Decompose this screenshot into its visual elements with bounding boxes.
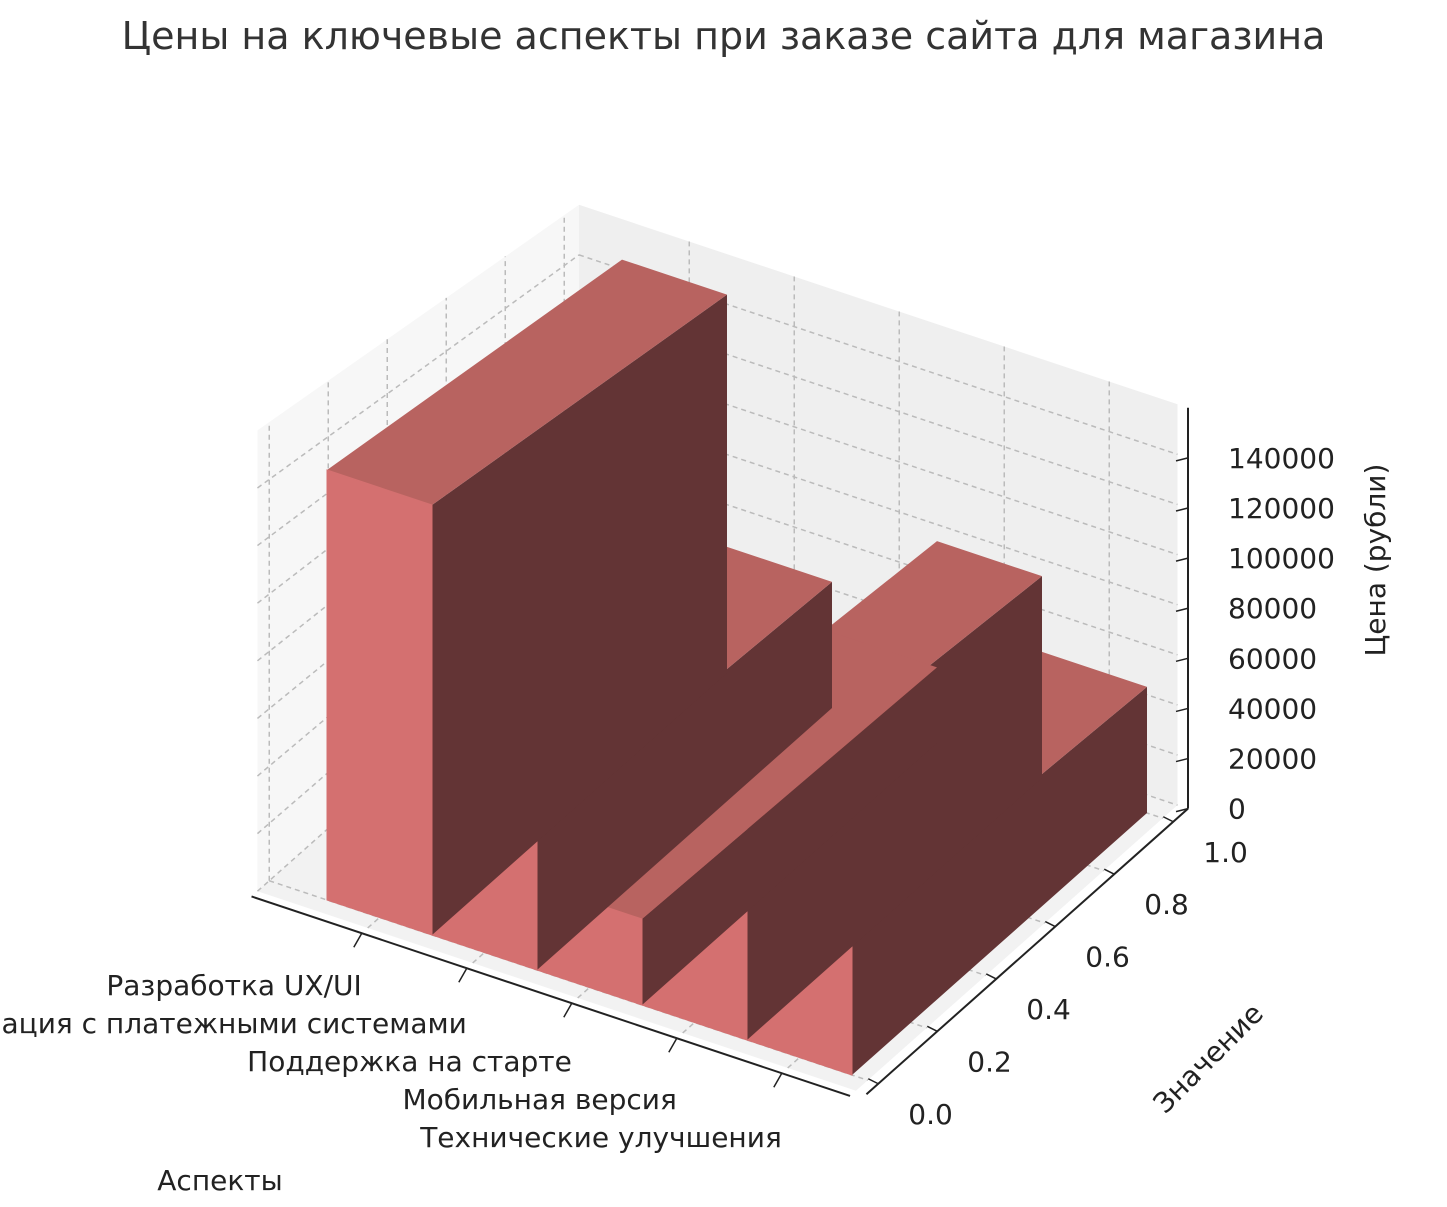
- z-tick-label: 60000: [1228, 642, 1317, 675]
- z-gridline: [578, 304, 1178, 506]
- bar-top-face: [327, 259, 727, 505]
- z-axis-label: Цена (рубли): [1359, 464, 1392, 657]
- y-tick-label: 0.8: [1144, 888, 1189, 921]
- z-tick-label: 20000: [1228, 743, 1317, 776]
- y-tick-label: 0.2: [967, 1045, 1012, 1078]
- y-tick-label: 0.4: [1026, 993, 1071, 1026]
- y-axis-line: [865, 807, 1189, 1095]
- x-axis-label: Аспекты: [157, 1164, 282, 1197]
- z-tick-label: 100000: [1228, 542, 1335, 575]
- z-tick: [1175, 757, 1189, 763]
- bar-side-face: [537, 581, 832, 970]
- x-tick: [668, 1037, 678, 1053]
- x-tick-label: Поддержка на старте: [247, 1045, 572, 1078]
- z-tick-label: 40000: [1228, 692, 1317, 725]
- z-tick: [1175, 607, 1189, 612]
- z-gridline: [578, 354, 1178, 556]
- z-tick: [1175, 707, 1189, 713]
- x-tick-label: Технические улучшения: [419, 1121, 782, 1154]
- bar-side-face: [432, 294, 727, 936]
- bar-side-face: [642, 667, 937, 1005]
- x-tick: [353, 932, 363, 948]
- x-tick: [773, 1072, 783, 1088]
- y-axis-label: Значение: [1147, 997, 1270, 1120]
- z-gridline: [578, 454, 1178, 656]
- x-tick-label: Разработка UX/UI: [106, 969, 361, 1002]
- z-gridline: [256, 354, 580, 604]
- y-tick: [867, 1078, 879, 1085]
- z-tick: [1175, 507, 1189, 512]
- x-tick: [563, 1002, 573, 1018]
- z-gridline: [578, 254, 1178, 456]
- chart-title: Цены на ключевые аспекты при заказе сайт…: [121, 14, 1326, 58]
- z-gridline: [578, 404, 1178, 606]
- y-tick: [985, 973, 997, 980]
- y-tick-label: 0.0: [908, 1098, 953, 1131]
- z-tick-label: 140000: [1228, 442, 1335, 475]
- y-tick: [926, 1025, 938, 1033]
- bar-front-face: [326, 469, 433, 936]
- y-tick-label: 0.6: [1085, 941, 1130, 974]
- y-tick: [1162, 816, 1174, 823]
- x-tick: [458, 967, 468, 983]
- z-tick-label: 120000: [1228, 492, 1335, 525]
- z-tick: [1175, 457, 1189, 462]
- x-axis-line: [251, 895, 851, 1097]
- x-tick-label: Интеграция с платежными системами: [0, 1007, 467, 1040]
- z-tick: [1175, 657, 1189, 663]
- bar-side-face: [747, 576, 1042, 1040]
- y-tick: [1103, 868, 1115, 875]
- z-tick: [1175, 557, 1189, 562]
- y-tick-label: 1.0: [1203, 836, 1248, 869]
- y-tick: [1044, 920, 1056, 928]
- x-tick-label: Мобильная версия: [402, 1083, 676, 1116]
- z-tick-label: 80000: [1228, 592, 1317, 625]
- z-tick-label: 0: [1228, 793, 1246, 826]
- z-tick: [1175, 807, 1189, 813]
- bar-side-face: [852, 686, 1147, 1075]
- z-gridline: [257, 254, 580, 489]
